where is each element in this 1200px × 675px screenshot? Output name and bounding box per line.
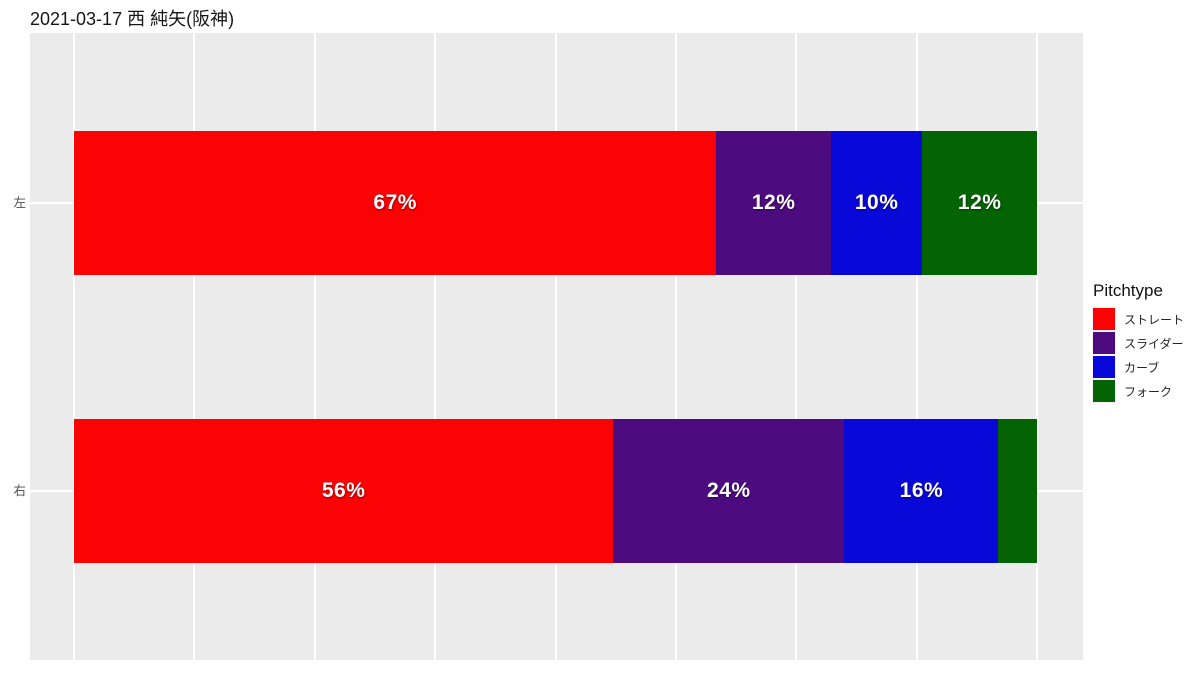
bar-segment-label: 24% [707, 478, 751, 502]
legend-item-label: カーブ [1124, 360, 1160, 375]
legend-swatch [1093, 332, 1115, 354]
y-axis-label: 右 [13, 483, 26, 498]
legend-item: フォーク [1093, 380, 1184, 402]
gridline-vertical [434, 33, 437, 660]
bar-segment [998, 418, 1037, 563]
bar-segment-label: 10% [854, 191, 899, 214]
gridline-vertical [313, 33, 316, 660]
chart-title: 2021-03-17 西 純矢(阪神) [30, 9, 235, 29]
gridline-vertical [674, 33, 677, 660]
legend: Pitchtype ストレートスライダーカーブフォーク [1093, 281, 1184, 404]
gridline-vertical [554, 33, 557, 660]
bar-segment-label: 12% [751, 191, 796, 214]
bar-segment: 10% [830, 131, 923, 275]
gridline-vertical [73, 33, 75, 660]
legend-item-label: スライダー [1124, 336, 1184, 351]
legend-item: スライダー [1093, 332, 1184, 354]
bar-segment-label: 56% [321, 478, 366, 502]
legend-item-label: フォーク [1124, 384, 1173, 399]
legend-swatch [1093, 380, 1115, 402]
bar-segment: 16% [844, 418, 999, 563]
y-axis-label: 左 [13, 196, 26, 210]
bar-segment-label: 16% [899, 478, 944, 502]
legend-title: Pitchtype [1093, 281, 1163, 300]
bar-row-bottom: 56% 24% 16% [74, 418, 1037, 563]
gridline-vertical [795, 33, 798, 660]
gridline-vertical [193, 33, 196, 660]
legend-swatch [1093, 356, 1115, 378]
bar-segment: 67% [74, 131, 717, 275]
gridline-vertical [1036, 33, 1038, 660]
legend-swatch [1093, 308, 1115, 330]
legend-items: ストレートスライダーカーブフォーク [1093, 308, 1184, 402]
bar-segment: 12% [716, 131, 831, 275]
bar-row-top: 67% 12% 10% 12% [74, 131, 1037, 275]
legend-item: ストレート [1093, 308, 1184, 330]
bar-segment: 24% [613, 418, 845, 563]
gridline-vertical [915, 33, 918, 660]
bar-segment: 56% [74, 418, 614, 563]
legend-item: カーブ [1093, 356, 1184, 378]
bar-segment-label: 67% [373, 191, 417, 214]
legend-item-label: ストレート [1124, 312, 1185, 327]
plot-panel: 67% 12% 10% 12% 56% 24% 16% [30, 33, 1083, 660]
bar-segment: 12% [922, 131, 1037, 275]
bar-segment-label: 12% [957, 191, 1002, 214]
